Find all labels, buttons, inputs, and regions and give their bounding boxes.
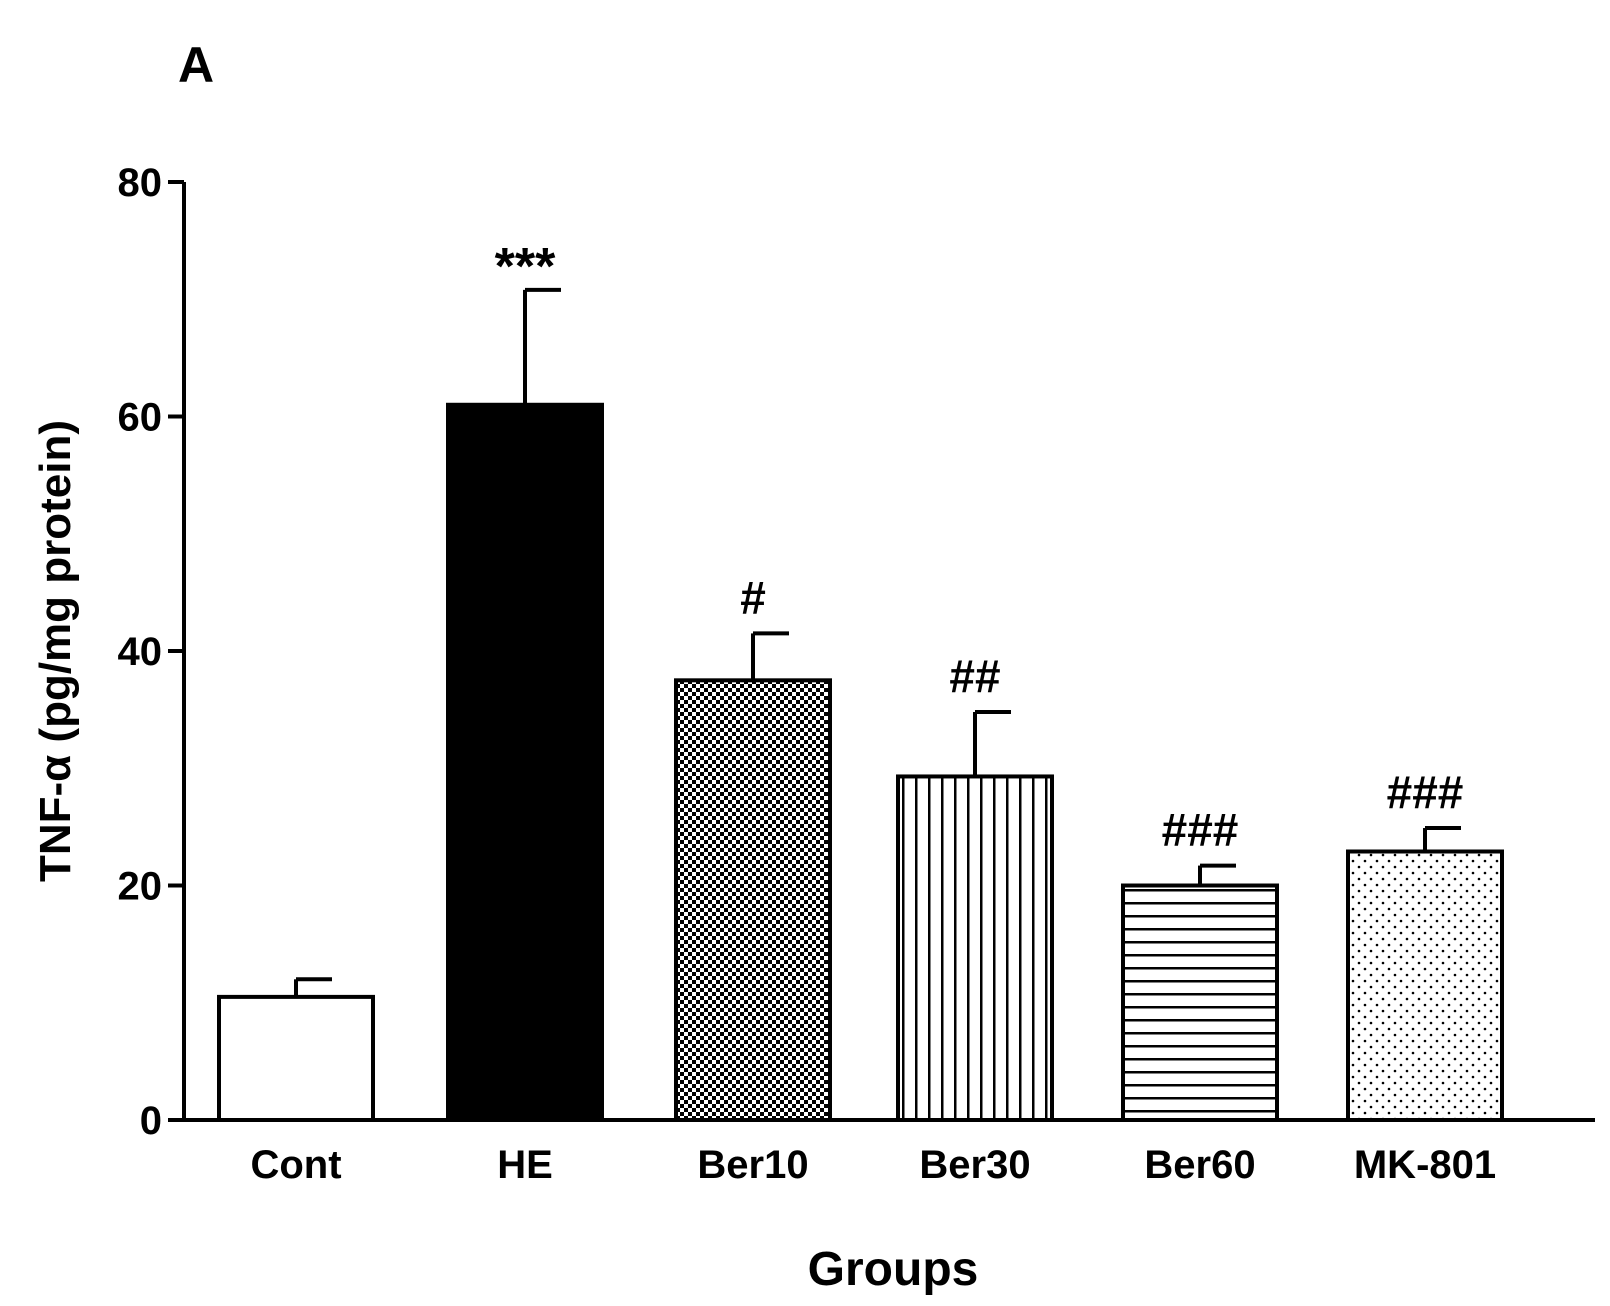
- x-tick-label-ber10: Ber10: [697, 1143, 808, 1187]
- annotation-mk-801: ###: [1387, 766, 1464, 818]
- y-axis-label: TNF-α (pg/mg protein): [31, 420, 80, 882]
- x-tick-label-ber60: Ber60: [1144, 1143, 1255, 1187]
- x-axis-label: Groups: [808, 1243, 979, 1296]
- annotation-ber30: ##: [949, 650, 1000, 702]
- error-bar-cont: [294, 977, 332, 997]
- panel-label: A: [178, 37, 214, 93]
- annotation-ber10: #: [740, 571, 766, 623]
- bar-ber30: [896, 774, 1054, 1123]
- bar-cont: [217, 994, 375, 1123]
- bars-group: [217, 402, 1504, 1123]
- y-tick-label: 40: [118, 630, 163, 674]
- bar-mk-801: [1346, 849, 1504, 1122]
- y-tick-label: 60: [118, 396, 163, 440]
- bar-he: [446, 402, 604, 1122]
- x-tick-labels-group: Cont HE Ber10 Ber30 Ber60 MK-801: [250, 1143, 1496, 1187]
- error-bars-group: [294, 287, 1461, 997]
- x-tick-label-mk-801: MK-801: [1354, 1143, 1496, 1187]
- error-bar-ber60: [1198, 863, 1236, 886]
- annotation-he: ***: [495, 238, 556, 296]
- x-tick-label-he: HE: [497, 1143, 553, 1187]
- bar-ber10: [674, 678, 832, 1122]
- x-tick-label-cont: Cont: [250, 1143, 341, 1187]
- annotation-ber60: ###: [1162, 804, 1239, 856]
- annotations-group: ***#########: [495, 238, 1464, 856]
- y-tick-label: 20: [118, 865, 163, 909]
- y-tick-label: 0: [140, 1099, 162, 1143]
- error-bar-ber30: [973, 709, 1011, 777]
- y-axis-ticks: 0 20 40 60 80: [118, 161, 184, 1143]
- x-tick-label-ber30: Ber30: [919, 1143, 1030, 1187]
- error-bar-he: [523, 287, 561, 405]
- error-bar-mk-801: [1423, 826, 1461, 852]
- bar-ber60: [1121, 883, 1279, 1122]
- error-bar-ber10: [751, 631, 789, 681]
- y-tick-label: 80: [118, 161, 163, 205]
